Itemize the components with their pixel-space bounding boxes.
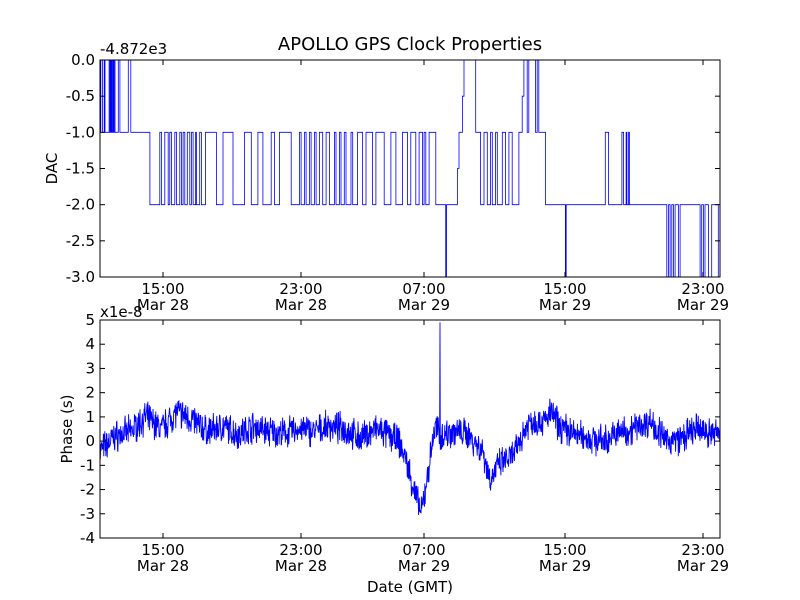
phase-xtick-date: Mar 29	[398, 557, 450, 575]
phase-xtick-time: 15:00	[543, 541, 586, 559]
dac-ytick-label: -1.0	[66, 123, 95, 141]
dac-ytick-label: 0.0	[71, 51, 95, 69]
dac-ytick-label: -0.5	[66, 87, 95, 105]
phase-ytick-label: 1	[85, 408, 95, 426]
dac-xtick-time: 15:00	[543, 280, 586, 298]
dac-xtick-date: Mar 28	[275, 296, 327, 314]
dac-xtick-time: 23:00	[681, 280, 724, 298]
dac-series-line	[100, 59, 721, 278]
dac-xtick-date: Mar 29	[677, 296, 729, 314]
phase-offset-text: x1e-8	[100, 303, 143, 321]
dac-ytick-label: -2.0	[66, 196, 95, 214]
phase-ytick-label: 4	[85, 335, 95, 353]
phase-xtick-time: 15:00	[141, 541, 184, 559]
phase-xtick-date: Mar 29	[677, 557, 729, 575]
dac-xtick-date: Mar 29	[539, 296, 591, 314]
phase-ytick-label: 0	[85, 432, 95, 450]
phase-xtick-time: 23:00	[279, 541, 322, 559]
phase-series-line	[99, 322, 721, 516]
dac-ytick-label: -2.5	[66, 232, 95, 250]
dac-xtick-date: Mar 28	[137, 296, 189, 314]
dac-ytick-label: -3.0	[66, 268, 95, 286]
dac-xtick-date: Mar 29	[398, 296, 450, 314]
phase-ytick-label: 2	[85, 384, 95, 402]
phase-ytick-label: -4	[80, 529, 95, 547]
phase-plot-frame	[99, 319, 721, 539]
phase-xtick-time: 07:00	[402, 541, 445, 559]
phase-xtick-time: 23:00	[681, 541, 724, 559]
phase-xtick-date: Mar 28	[275, 557, 327, 575]
phase-ytick-label: -2	[80, 481, 95, 499]
dac-offset-text: -4.872e3	[100, 40, 167, 58]
phase-ytick-label: 5	[85, 311, 95, 329]
dac-xtick-time: 15:00	[141, 280, 184, 298]
dac-xtick-time: 07:00	[402, 280, 445, 298]
phase-xtick-date: Mar 29	[539, 557, 591, 575]
phase-xtick-date: Mar 28	[137, 557, 189, 575]
dac-ylabel: DAC	[43, 153, 61, 185]
dac-ytick-label: -1.5	[66, 160, 95, 178]
chart-title: APOLLO GPS Clock Properties	[278, 34, 542, 55]
phase-ytick-label: -1	[80, 456, 95, 474]
phase-ylabel: Phase (s)	[58, 394, 76, 463]
phase-xlabel: Date (GMT)	[367, 578, 453, 596]
phase-ytick-label: 3	[85, 359, 95, 377]
phase-ytick-label: -3	[80, 505, 95, 523]
dac-xtick-time: 23:00	[279, 280, 322, 298]
